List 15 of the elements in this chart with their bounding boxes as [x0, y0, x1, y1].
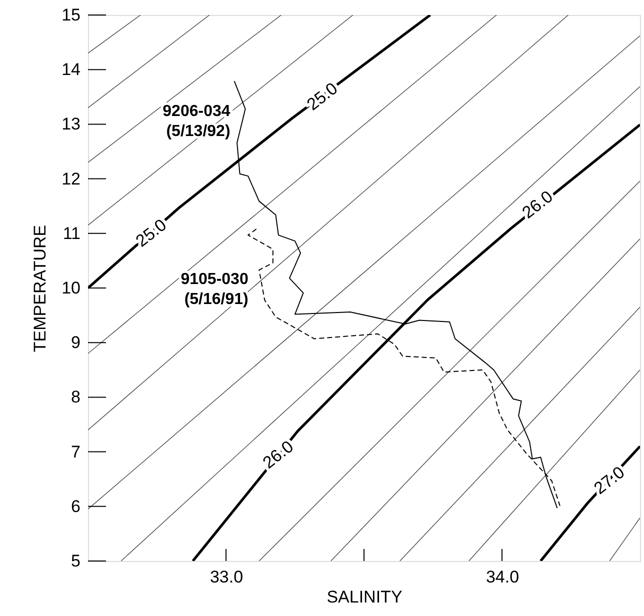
y-tick-label: 8 [71, 388, 80, 407]
y-tick-label: 15 [62, 6, 80, 24]
y-tick-label: 6 [71, 496, 80, 516]
y-axis-title: TEMPERATURE [30, 224, 50, 352]
y-tick-label: 11 [62, 224, 80, 243]
y-tick-label: 14 [62, 60, 80, 80]
y-tick-label: 7 [71, 442, 80, 462]
x-tick-label: 33.0 [210, 568, 244, 586]
y-tick-label: 12 [62, 169, 80, 188]
x-tick-label: 34.0 [486, 568, 520, 586]
y-tick-label: 9 [71, 333, 80, 352]
y-tick-label: 13 [62, 114, 80, 134]
y-tick-label: 5 [71, 552, 80, 570]
y-tick-label: 10 [62, 278, 80, 298]
x-axis-title: SALINITY [326, 588, 402, 606]
